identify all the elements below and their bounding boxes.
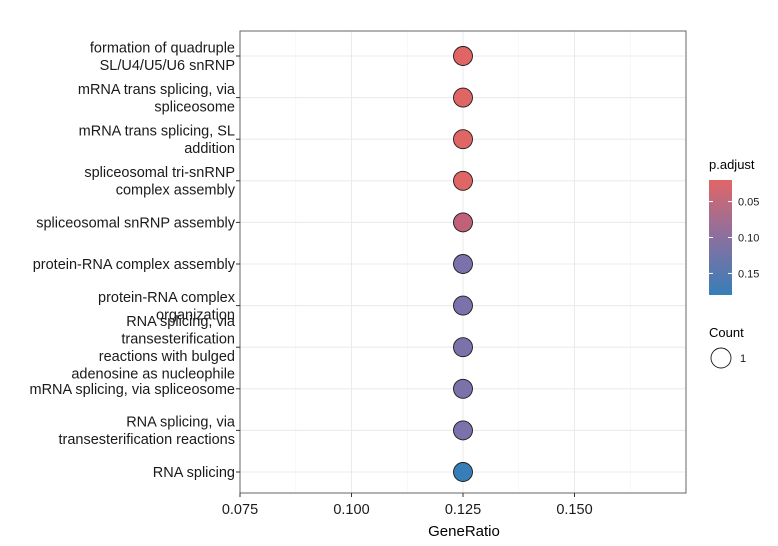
data-point: [453, 462, 473, 482]
x-tick-label: 0.100: [333, 502, 369, 518]
y-tick-label: protein-RNA complex assembly: [33, 257, 236, 273]
data-point: [453, 170, 473, 191]
data-point: [453, 46, 473, 66]
y-tick-label: protein-RNA complex organization: [98, 290, 236, 324]
data-point: [453, 295, 473, 316]
x-axis-title: GeneRatio: [428, 523, 500, 540]
data-point: [453, 129, 473, 150]
colorbar-tick-label: 0.05: [738, 197, 759, 209]
data-points: [453, 46, 473, 482]
y-tick-label: RNA splicing, via transesterification reac…: [71, 314, 236, 383]
y-tick-label: RNA splicing: [153, 465, 235, 481]
y-tick-label: spliceosomal tri-snRNP complex assembly: [84, 165, 235, 199]
y-tick-label: RNA splicing, via transesterification rea…: [59, 415, 236, 449]
x-tick-label: 0.150: [556, 502, 592, 518]
count-legend-title: Count: [709, 325, 744, 340]
y-tick-label: mRNA trans splicing, SL addition: [79, 123, 235, 157]
data-point: [453, 378, 473, 399]
data-point: [453, 420, 473, 441]
y-axis-ticks: [236, 55, 240, 473]
colorbar-tick-label: 0.10: [738, 233, 759, 245]
count-legend-label: 1: [740, 353, 746, 365]
y-axis-labels: formation of quadruple SL/U4/U5/U6 snRNP m…: [30, 40, 236, 481]
x-tick-label: 0.125: [445, 502, 481, 518]
count-legend-key: [710, 347, 732, 369]
p-adjust-legend-title: p.adjust: [709, 157, 755, 172]
p-adjust-colorbar: [709, 180, 732, 295]
data-point: [453, 254, 473, 274]
data-point: [453, 337, 473, 358]
colorbar-tick-label: 0.15: [738, 268, 759, 280]
y-tick-label: mRNA splicing, via spliceosome: [30, 382, 236, 398]
y-tick-label: mRNA trans splicing, via spliceosome: [78, 82, 236, 116]
x-axis-ticks: 0.075 0.100 0.125 0.150: [222, 493, 593, 518]
data-point: [453, 212, 473, 233]
x-tick-label: 0.075: [222, 502, 258, 518]
y-tick-label: spliceosomal snRNP assembly: [36, 215, 236, 231]
count-legend: Count 1: [709, 325, 746, 369]
data-point: [453, 87, 473, 108]
p-adjust-legend: p.adjust 0.05 0.10 0.15: [709, 157, 759, 295]
y-tick-label: formation of quadruple SL/U4/U5/U6 snRNP: [90, 40, 235, 74]
